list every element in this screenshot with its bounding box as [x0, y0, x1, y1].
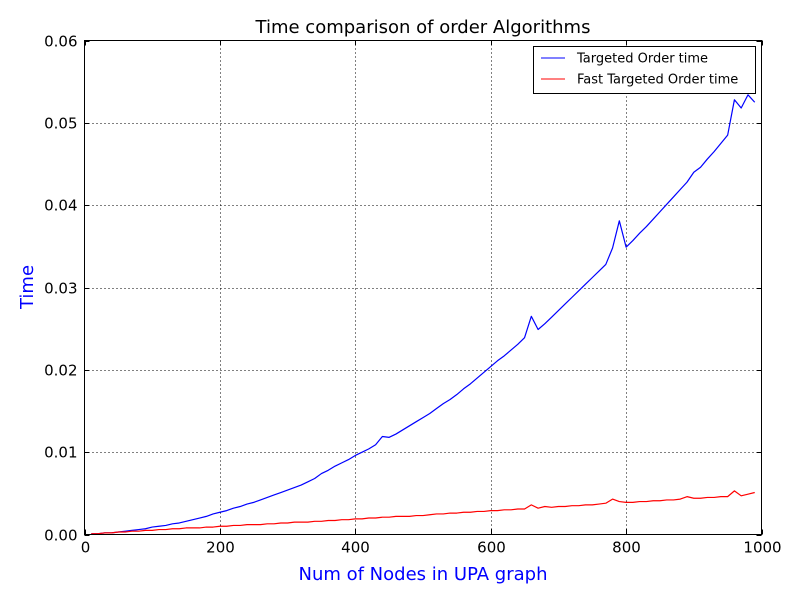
ticks — [84, 40, 763, 536]
x-tick-label: 0 — [81, 539, 91, 557]
x-tick-label: 800 — [612, 539, 641, 557]
series-line-targeted-order — [91, 94, 756, 535]
x-tick-label: 600 — [477, 539, 506, 557]
legend-label-targeted: Targeted Order time — [576, 52, 708, 67]
x-tick-label: 200 — [206, 539, 235, 557]
y-tick-label: 0.01 — [44, 444, 77, 462]
legend: Targeted Order time Fast Targeted Order … — [533, 46, 756, 94]
y-tick-label: 0.04 — [44, 197, 77, 215]
legend-box — [533, 46, 756, 94]
grid — [84, 40, 762, 535]
y-tick-label: 0.02 — [44, 362, 77, 380]
chart-title: Time comparison of order Algorithms — [255, 17, 591, 38]
y-tick-label: 0.05 — [44, 115, 77, 133]
y-tick-label: 0.00 — [44, 527, 77, 545]
y-tick-label: 0.06 — [44, 33, 77, 51]
y-tick-label: 0.03 — [44, 280, 77, 298]
plot-frame — [84, 40, 762, 535]
plot-series — [91, 94, 756, 535]
x-axis-label: Num of Nodes in UPA graph — [298, 564, 547, 585]
y-axis-label: Time — [17, 265, 38, 310]
legend-label-fast-targeted: Fast Targeted Order time — [577, 73, 738, 88]
x-tick-label: 400 — [341, 539, 370, 557]
series-line-fast-targeted-order — [91, 490, 755, 535]
tick-labels: 0 200 400 600 800 1000 0.00 0.01 0.02 0.03 0.04 0.0… — [44, 33, 782, 557]
x-tick-label: 1000 — [743, 539, 781, 557]
